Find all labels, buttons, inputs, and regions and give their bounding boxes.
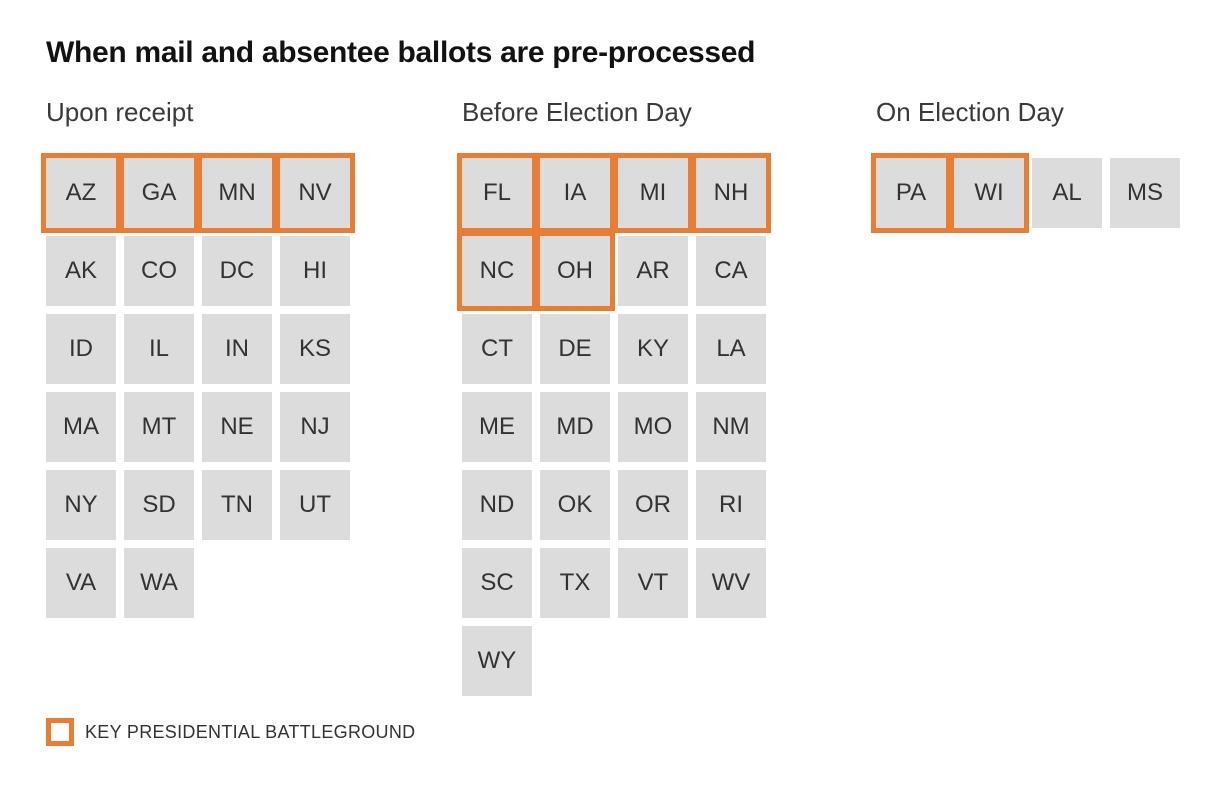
state-cell-ky: KY [618, 314, 688, 384]
state-cell-ca: CA [696, 236, 766, 306]
state-cell-oh: OH [540, 236, 610, 306]
state-cell-hi: HI [280, 236, 350, 306]
state-cell-wa: WA [124, 548, 194, 618]
state-cell-ok: OK [540, 470, 610, 540]
group-header-upon-receipt: Upon receipt [46, 97, 194, 127]
state-cell-mt: MT [124, 392, 194, 462]
state-cell-ga: GA [124, 158, 194, 228]
state-cell-in: IN [202, 314, 272, 384]
group-on-election-day: On Election Day PA WI AL MS [876, 97, 1180, 228]
state-cell-or: OR [618, 470, 688, 540]
state-cell-nh: NH [696, 158, 766, 228]
state-cell-sd: SD [124, 470, 194, 540]
state-cell-de: DE [540, 314, 610, 384]
state-cell-wv: WV [696, 548, 766, 618]
state-cell-vt: VT [618, 548, 688, 618]
state-grid-on-election-day: PA WI AL MS [876, 158, 1180, 228]
state-cell-mo: MO [618, 392, 688, 462]
state-cell-ct: CT [462, 314, 532, 384]
state-cell-la: LA [696, 314, 766, 384]
state-cell-sc: SC [462, 548, 532, 618]
state-cell-az: AZ [46, 158, 116, 228]
state-cell-co: CO [124, 236, 194, 306]
state-grid-upon-receipt: AZ GA MN NV AK CO DC HI ID IL IN KS MA MT NE NJ NY SD TN UT… [46, 158, 350, 618]
state-cell-al: AL [1032, 158, 1102, 228]
state-cell-ri: RI [696, 470, 766, 540]
state-cell-nj: NJ [280, 392, 350, 462]
state-cell-tn: TN [202, 470, 272, 540]
state-grid-before-election-day: FL IA MI NH NC OH AR CA CT DE KY LA ME MD MO NM ND OK OR RI… [462, 158, 766, 696]
state-cell-ar: AR [618, 236, 688, 306]
state-cell-me: ME [462, 392, 532, 462]
state-cell-ma: MA [46, 392, 116, 462]
state-cell-wy: WY [462, 626, 532, 696]
state-cell-pa: PA [876, 158, 946, 228]
state-cell-ia: IA [540, 158, 610, 228]
state-cell-id: ID [46, 314, 116, 384]
state-cell-ks: KS [280, 314, 350, 384]
state-cell-mi: MI [618, 158, 688, 228]
group-before-election-day: Before Election Day FL IA MI NH NC OH AR CA CT DE… [462, 97, 766, 696]
state-cell-ms: MS [1110, 158, 1180, 228]
battleground-swatch-icon [46, 718, 74, 746]
state-cell-nd: ND [462, 470, 532, 540]
state-cell-nv: NV [280, 158, 350, 228]
legend-label: KEY PRESIDENTIAL BATTLEGROUND [85, 721, 416, 742]
state-cell-ny: NY [46, 470, 116, 540]
state-cell-ut: UT [280, 470, 350, 540]
state-cell-nm: NM [696, 392, 766, 462]
state-cell-md: MD [540, 392, 610, 462]
state-cell-nc: NC [462, 236, 532, 306]
page-title: When mail and absentee ballots are pre-p… [46, 36, 756, 69]
state-cell-fl: FL [462, 158, 532, 228]
legend: KEY PRESIDENTIAL BATTLEGROUND [46, 718, 415, 746]
group-upon-receipt: Upon receipt AZ GA MN NV AK CO DC HI ID IL IN KS MA M… [46, 97, 350, 618]
state-cell-dc: DC [202, 236, 272, 306]
state-cell-ne: NE [202, 392, 272, 462]
state-cell-wi: WI [954, 158, 1024, 228]
state-cell-mn: MN [202, 158, 272, 228]
group-header-before-election-day: Before Election Day [462, 97, 692, 127]
group-header-on-election-day: On Election Day [876, 97, 1064, 127]
state-cell-il: IL [124, 314, 194, 384]
state-cell-va: VA [46, 548, 116, 618]
state-cell-tx: TX [540, 548, 610, 618]
state-cell-ak: AK [46, 236, 116, 306]
